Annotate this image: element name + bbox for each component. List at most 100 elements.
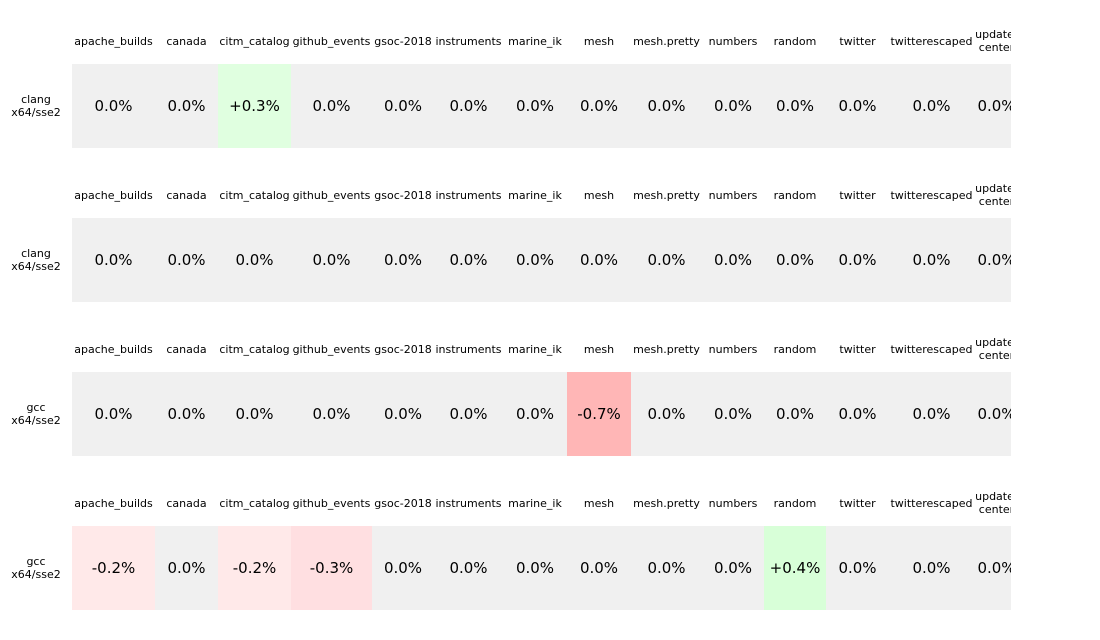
column-header: numbers [708, 188, 758, 202]
cell: 0.0% [974, 218, 1011, 302]
cell: 0.0% [291, 372, 372, 456]
column-header: mesh [583, 342, 615, 356]
column-header: update- center [975, 490, 1011, 516]
column-header: citm_catalog [219, 342, 290, 356]
column-header: marine_ik [508, 188, 562, 202]
column-header: update- center [975, 336, 1011, 362]
column-header: canada [166, 496, 207, 510]
column-header: instruments [435, 496, 502, 510]
cell: 0.0% [631, 64, 702, 148]
column-header: twitter [839, 496, 876, 510]
cell: 0.0% [291, 64, 372, 148]
cell: 0.0% [503, 526, 567, 610]
column-header: github_events [292, 188, 371, 202]
column-header: update- center [975, 182, 1011, 208]
column-header: mesh.pretty [633, 496, 700, 510]
column-header: citm_catalog [219, 188, 290, 202]
column-header: mesh.pretty [633, 34, 700, 48]
column-header: citm_catalog [219, 496, 290, 510]
column-header: update- center [975, 28, 1011, 54]
column-header: instruments [435, 34, 502, 48]
cell: 0.0% [434, 64, 503, 148]
cell: -0.7% [567, 372, 631, 456]
cell: 0.0% [72, 218, 155, 302]
column-header: instruments [435, 342, 502, 356]
cell: 0.0% [291, 218, 372, 302]
column-header: mesh [583, 188, 615, 202]
column-header: numbers [708, 34, 758, 48]
cell: 0.0% [434, 372, 503, 456]
cell: 0.0% [503, 218, 567, 302]
cell: 0.0% [372, 64, 434, 148]
column-header: mesh [583, 34, 615, 48]
cell: 0.0% [567, 526, 631, 610]
cell: 0.0% [567, 64, 631, 148]
column-header: github_events [292, 34, 371, 48]
cell: 0.0% [503, 64, 567, 148]
cell: 0.0% [764, 64, 826, 148]
cell: 0.0% [974, 526, 1011, 610]
column-header: canada [166, 342, 207, 356]
cell: -0.3% [291, 526, 372, 610]
column-header: random [773, 34, 817, 48]
column-header: apache_builds [74, 496, 153, 510]
cell: 0.0% [372, 372, 434, 456]
cell: 0.0% [764, 372, 826, 456]
column-header: github_events [292, 496, 371, 510]
column-header: apache_builds [74, 188, 153, 202]
cell: 0.0% [889, 526, 974, 610]
cell: 0.0% [72, 64, 155, 148]
cell: 0.0% [702, 218, 764, 302]
cell: 0.0% [974, 372, 1011, 456]
column-header: canada [166, 188, 207, 202]
column-header: mesh.pretty [633, 188, 700, 202]
row-label: clang x64/sse2 [11, 247, 61, 273]
column-header: twitterescaped [890, 496, 973, 510]
cell: +0.3% [218, 64, 291, 148]
cell: 0.0% [155, 64, 218, 148]
cell: 0.0% [155, 218, 218, 302]
column-header: twitterescaped [890, 34, 973, 48]
cell: 0.0% [826, 64, 889, 148]
cell: 0.0% [155, 526, 218, 610]
cell: 0.0% [826, 526, 889, 610]
column-header: numbers [708, 342, 758, 356]
cell: 0.0% [974, 64, 1011, 148]
cell: 0.0% [826, 218, 889, 302]
column-header: marine_ik [508, 34, 562, 48]
column-header: numbers [708, 496, 758, 510]
column-header: random [773, 342, 817, 356]
column-header: marine_ik [508, 342, 562, 356]
column-header: twitter [839, 34, 876, 48]
column-header: apache_builds [74, 34, 153, 48]
cell: 0.0% [218, 218, 291, 302]
cell: 0.0% [567, 218, 631, 302]
column-header: gsoc-2018 [374, 496, 432, 510]
cell: 0.0% [503, 372, 567, 456]
column-header: gsoc-2018 [374, 188, 432, 202]
column-header: gsoc-2018 [374, 342, 432, 356]
cell: 0.0% [889, 218, 974, 302]
cell: 0.0% [218, 372, 291, 456]
cell: 0.0% [155, 372, 218, 456]
cell: 0.0% [631, 372, 702, 456]
row-label: gcc x64/sse2 [11, 555, 61, 581]
column-header: apache_builds [74, 342, 153, 356]
cell: 0.0% [889, 64, 974, 148]
cell: 0.0% [764, 218, 826, 302]
column-header: mesh.pretty [633, 342, 700, 356]
row-label: clang x64/sse2 [11, 93, 61, 119]
column-header: github_events [292, 342, 371, 356]
column-header: twitter [839, 342, 876, 356]
column-header: twitter [839, 188, 876, 202]
column-header: instruments [435, 188, 502, 202]
table-area: clang x64/sse2 apache_builds 0.0% canada 0.0… [11, 28, 1011, 610]
column-header: mesh [583, 496, 615, 510]
column-header: twitterescaped [890, 342, 973, 356]
cell: 0.0% [826, 372, 889, 456]
column-header: canada [166, 34, 207, 48]
cell: 0.0% [72, 372, 155, 456]
row-label: gcc x64/sse2 [11, 401, 61, 427]
cell: 0.0% [372, 526, 434, 610]
